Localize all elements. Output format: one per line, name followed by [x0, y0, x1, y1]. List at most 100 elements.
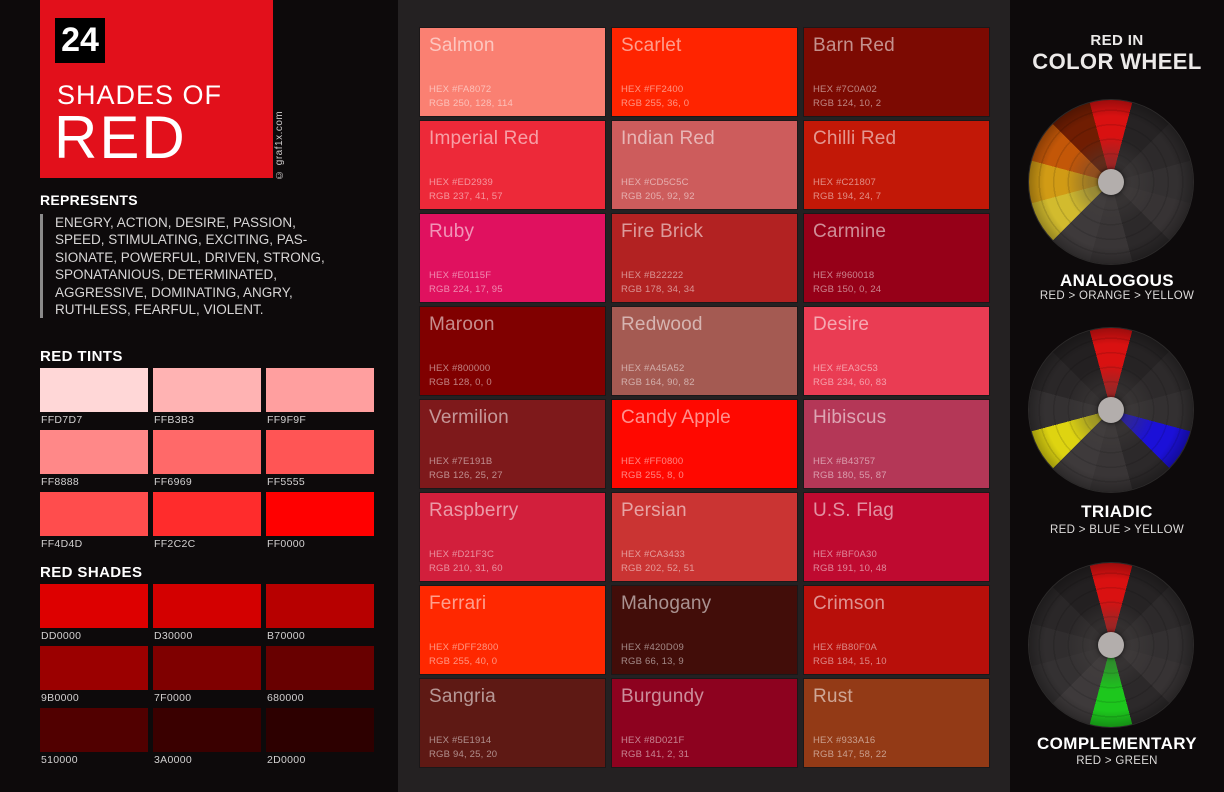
color-rgb-label: RGB 255, 36, 0	[621, 97, 690, 109]
color-rgb-label: RGB 191, 10, 48	[813, 562, 887, 574]
color-codes: HEX #FF0800 RGB 255, 8, 0	[621, 455, 684, 482]
represents-text: ENEGRY, ACTION, DESIRE, PASSION, SPEED, S…	[40, 214, 370, 319]
color-rgb-label: RGB 202, 52, 51	[621, 562, 695, 574]
tint-swatch	[40, 430, 148, 474]
tint-swatch	[266, 492, 374, 536]
shade-swatch	[266, 646, 374, 690]
represents-line: ENEGRY, ACTION, DESIRE, PASSION,	[55, 215, 296, 230]
wheel-title-line1: RED IN	[1090, 32, 1144, 49]
color-card: Persian HEX #CA3433 RGB 202, 52, 51	[612, 493, 797, 581]
represents-line: SPONATANIOUS, DETERMINATED,	[55, 267, 278, 283]
color-card: Crimson HEX #B80F0A RGB 184, 15, 10	[804, 586, 989, 674]
swatch-hex-label: FF0000	[267, 538, 305, 550]
color-card: Raspberry HEX #D21F3C RGB 210, 31, 60	[420, 493, 605, 581]
represents-line: AGGRESSIVE, DOMINATING, ANGRY,	[55, 284, 293, 300]
red-tints-heading: RED TINTS	[40, 348, 123, 365]
color-rgb-label: RGB 178, 34, 34	[621, 283, 695, 295]
swatch-hex-label: 680000	[267, 692, 304, 704]
swatch-hex-label: FF9F9F	[267, 414, 307, 426]
swatch-hex-label: B70000	[267, 630, 306, 642]
tint-cell: FFB3B3	[153, 368, 261, 428]
color-rgb-label: RGB 237, 41, 57	[429, 190, 503, 202]
color-hex-label: HEX #D21F3C	[429, 549, 495, 561]
tint-swatch	[153, 368, 261, 412]
color-name: Crimson	[813, 593, 886, 614]
represents-heading: REPRESENTS	[40, 192, 138, 208]
swatch-hex-label: 3A0000	[154, 754, 193, 766]
shade-swatch	[153, 584, 261, 628]
color-codes: HEX #CA3433 RGB 202, 52, 51	[621, 548, 695, 575]
color-name: Maroon	[429, 314, 495, 335]
tint-cell: FF9F9F	[266, 368, 374, 428]
color-codes: HEX #8D021F RGB 141, 2, 31	[621, 734, 689, 761]
tint-cell: FF5555	[266, 430, 374, 490]
color-rgb-label: RGB 150, 0, 24	[813, 283, 882, 295]
wheel-hub	[1098, 169, 1124, 195]
color-card: Barn Red HEX #7C0A02 RGB 124, 10, 2	[804, 28, 989, 116]
swatch-hex-label: 7F0000	[154, 692, 192, 704]
color-card: Redwood HEX #A45A52 RGB 164, 90, 82	[612, 307, 797, 395]
color-card: Rust HEX #933A16 RGB 147, 58, 22	[804, 679, 989, 767]
color-codes: HEX #B22222 RGB 178, 34, 34	[621, 269, 695, 296]
tint-swatch	[40, 368, 148, 412]
color-rgb-label: RGB 94, 25, 20	[429, 748, 498, 760]
color-card: Imperial Red HEX #ED2939 RGB 237, 41, 57	[420, 121, 605, 209]
swatch-hex-label: FF5555	[267, 476, 305, 488]
color-rgb-label: RGB 205, 92, 92	[621, 190, 695, 202]
shade-swatch	[153, 646, 261, 690]
shade-cell: 680000	[266, 646, 374, 706]
color-rgb-label: RGB 164, 90, 82	[621, 376, 695, 388]
color-card: Sangria HEX #5E1914 RGB 94, 25, 20	[420, 679, 605, 767]
color-name: Carmine	[813, 221, 887, 242]
color-card: Maroon HEX #800000 RGB 128, 0, 0	[420, 307, 605, 395]
shade-swatch	[40, 584, 148, 628]
represents-line: SPEED, STIMULATING, EXCITING, PAS-	[55, 232, 308, 248]
swatch-hex-label: FFD7D7	[41, 414, 83, 426]
tint-swatch	[153, 492, 261, 536]
swatch-hex-label: 510000	[41, 754, 78, 766]
tint-cell: FF2C2C	[153, 492, 261, 552]
color-hex-label: HEX #FF2400	[621, 84, 684, 96]
tint-swatch	[40, 492, 148, 536]
color-name: Chilli Red	[813, 128, 897, 149]
color-hex-label: HEX #800000	[429, 363, 491, 375]
color-codes: HEX #933A16 RGB 147, 58, 22	[813, 734, 887, 761]
color-hex-label: HEX #8D021F	[621, 735, 685, 747]
color-codes: HEX #A45A52 RGB 164, 90, 82	[621, 362, 695, 389]
swatch-hex-label: FF2C2C	[154, 538, 196, 550]
color-codes: HEX #FA8072 RGB 250, 128, 114	[429, 83, 513, 110]
color-card: Desire HEX #EA3C53 RGB 234, 60, 83	[804, 307, 989, 395]
swatch-hex-label: D30000	[154, 630, 193, 642]
color-hex-label: HEX #420D09	[621, 642, 684, 654]
shade-cell: 3A0000	[153, 708, 261, 768]
shade-cell: 9B0000	[40, 646, 148, 706]
swatch-hex-label: DD0000	[41, 630, 82, 642]
color-hex-label: HEX #CD5C5C	[621, 177, 689, 189]
shade-cell: 510000	[40, 708, 148, 768]
color-rgb-label: RGB 255, 40, 0	[429, 655, 498, 667]
color-hex-label: HEX #EA3C53	[813, 363, 879, 375]
color-name: Ruby	[429, 221, 475, 242]
color-card: Fire Brick HEX #B22222 RGB 178, 34, 34	[612, 214, 797, 302]
color-hex-label: HEX #FF0800	[621, 456, 684, 468]
color-rgb-label: RGB 66, 13, 9	[621, 655, 684, 667]
color-hex-label: HEX #BF0A30	[813, 549, 877, 561]
color-name: Redwood	[621, 314, 703, 335]
analogous-color-wheel	[1029, 100, 1193, 264]
red-shades-grid: DD0000 D30000 B70000 9B0000 7F0000 680000 5100…	[40, 584, 376, 768]
color-card: Ferrari HEX #DFF2800 RGB 255, 40, 0	[420, 586, 605, 674]
swatch-hex-label: FFB3B3	[154, 414, 195, 426]
color-codes: HEX #7E191B RGB 126, 25, 27	[429, 455, 503, 482]
tint-swatch	[266, 368, 374, 412]
color-wheel-panel: RED IN COLOR WHEEL ANALOGOUS RED > ORANG…	[1010, 0, 1224, 792]
credit-watermark: © graf1x.com	[274, 110, 285, 180]
color-name: Barn Red	[813, 35, 895, 56]
shade-swatch	[266, 708, 374, 752]
shade-cell: B70000	[266, 584, 374, 644]
header-red-block: 24 SHADES OF RED	[40, 0, 273, 178]
color-rgb-label: RGB 255, 8, 0	[621, 469, 684, 481]
color-name: Hibiscus	[813, 407, 887, 428]
color-hex-label: HEX #B43757	[813, 456, 876, 468]
color-hex-label: HEX #7C0A02	[813, 84, 877, 96]
